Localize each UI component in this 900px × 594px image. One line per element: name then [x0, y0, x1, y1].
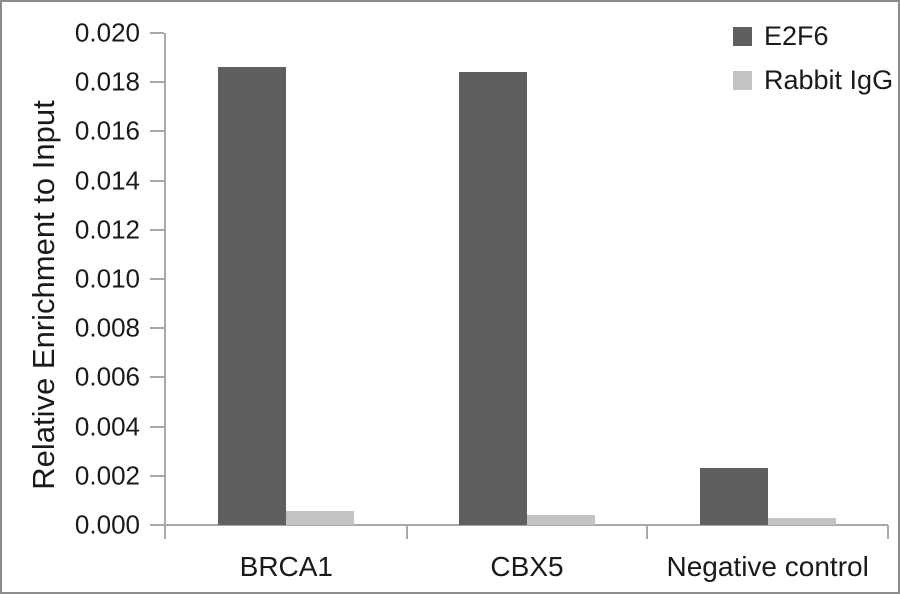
bar-e2f6-negative-control	[699, 468, 768, 525]
x-tick	[887, 525, 889, 539]
bar-rabbit-igg-negative-control	[767, 517, 836, 525]
bar-e2f6-cbx5	[459, 72, 527, 525]
y-tick	[150, 32, 164, 34]
y-tick	[150, 327, 164, 330]
x-category-label: Negative control	[666, 551, 869, 582]
x-tick	[646, 525, 649, 539]
y-tick-label: 0.002	[74, 460, 140, 491]
y-tick	[150, 228, 164, 231]
legend-item-e2f6: E2F6	[733, 21, 893, 51]
y-tick-label: 0.014	[74, 165, 140, 196]
y-tick-label: 0.010	[74, 263, 140, 294]
y-tick	[150, 376, 164, 379]
y-tick-label: 0.004	[74, 411, 140, 442]
x-tick	[405, 525, 408, 539]
legend-label: E2F6	[764, 20, 829, 51]
legend-swatch-icon	[733, 70, 752, 90]
y-tick-label: 0.016	[74, 115, 140, 146]
y-tick-label: 0.020	[74, 17, 140, 48]
y-axis-line	[164, 33, 166, 539]
y-tick	[150, 524, 164, 526]
y-tick	[150, 130, 164, 133]
y-tick-label: 0.000	[74, 509, 140, 540]
x-category-label: BRCA1	[239, 551, 334, 582]
legend-swatch-icon	[733, 26, 752, 46]
legend-label: Rabbit IgG	[764, 64, 894, 95]
y-tick	[150, 474, 164, 477]
y-tick	[150, 425, 164, 428]
y-tick-label: 0.008	[74, 312, 140, 343]
bar-rabbit-igg-cbx5	[527, 515, 595, 525]
x-category-label: CBX5	[490, 551, 564, 582]
y-tick	[150, 179, 164, 182]
bar-rabbit-igg-brca1	[286, 511, 355, 525]
y-tick	[150, 81, 164, 84]
legend-item-rabbit-igg: Rabbit IgG	[733, 65, 893, 95]
x-axis-line	[164, 524, 888, 526]
bar-e2f6-brca1	[218, 67, 287, 525]
y-tick	[150, 278, 164, 280]
legend: E2F6 Rabbit IgG	[733, 21, 893, 112]
y-tick-label: 0.012	[74, 214, 140, 245]
y-tick-label: 0.006	[74, 361, 140, 392]
y-tick-label: 0.018	[74, 66, 140, 97]
